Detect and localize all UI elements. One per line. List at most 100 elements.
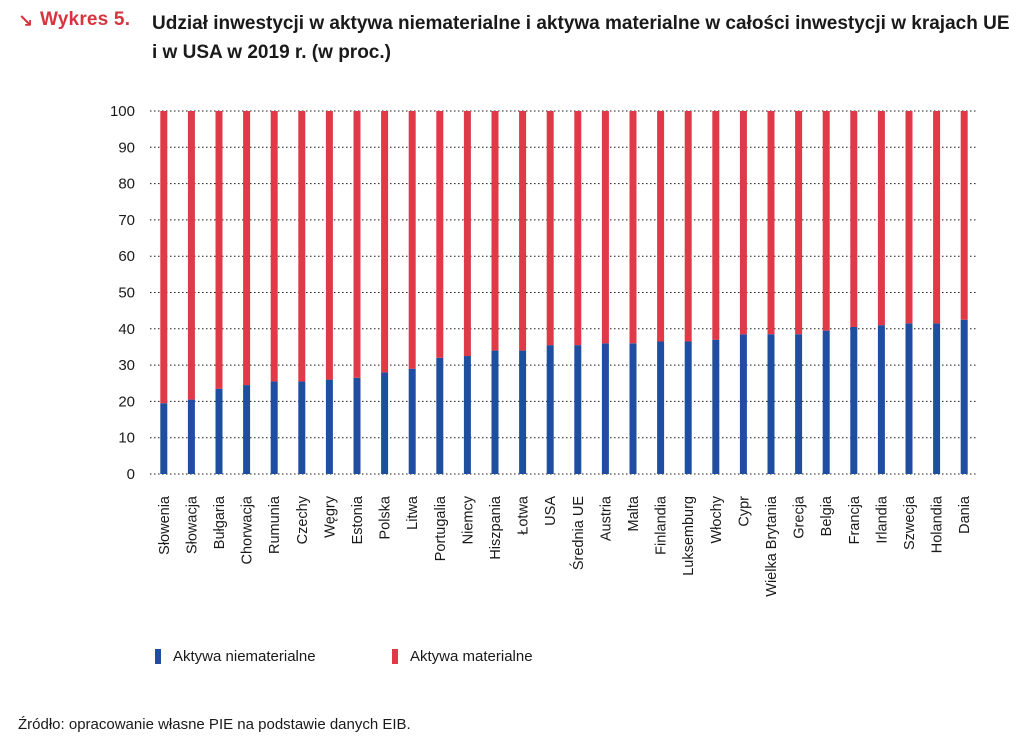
bar-intangible [270, 381, 278, 474]
y-tick-label: 70 [118, 212, 135, 229]
bar-intangible [187, 399, 195, 474]
y-tick-label: 40 [118, 321, 135, 338]
bar-intangible [381, 372, 389, 474]
x-tick-label: Włochy [709, 495, 725, 543]
bar-intangible [933, 323, 941, 474]
bar-intangible [850, 326, 858, 474]
legend-label-intangible: Aktywa niematerialne [173, 648, 316, 665]
bar-tangible [325, 111, 333, 380]
bar-tangible [739, 111, 747, 335]
bar-tangible [933, 111, 941, 324]
legend-item-intangible: Aktywa niematerialne [155, 648, 316, 665]
bar-tangible [960, 111, 968, 320]
bar-tangible [160, 111, 168, 404]
y-axis-ticks: 0 10 20 30 40 50 60 70 80 90 100 [110, 103, 135, 483]
bar-tangible [712, 111, 720, 340]
bar-intangible [160, 403, 168, 474]
x-tick-label: Cypr [736, 496, 752, 527]
bar-intangible [712, 339, 720, 474]
bar-tangible [270, 111, 278, 382]
bar-tangible [905, 111, 913, 324]
bar-intangible [243, 385, 251, 474]
x-tick-label: Irlandia [874, 495, 890, 543]
x-tick-label: Holandia [930, 495, 946, 553]
bar-intangible [905, 323, 913, 474]
legend-swatch-tangible [392, 649, 398, 664]
bar-intangible [960, 319, 968, 474]
bar-intangible [601, 343, 609, 474]
legend-item-tangible: Aktywa materialne [392, 648, 533, 665]
x-tick-label: Rumunia [267, 495, 283, 554]
stacked-bar-chart: 0 10 20 30 40 50 60 70 80 90 100 Słowenia Słowacja B… [110, 103, 978, 597]
bar-intangible [408, 368, 416, 474]
y-tick-label: 100 [110, 103, 135, 120]
legend-swatch-intangible [155, 649, 161, 664]
x-tick-label: Polska [378, 495, 394, 539]
bar-intangible [657, 341, 665, 474]
x-tick-label: Estonia [350, 495, 366, 544]
bar-intangible [491, 350, 499, 474]
source-note: Źródło: opracowanie własne PIE na podsta… [18, 716, 411, 733]
x-tick-label: USA [543, 496, 559, 526]
y-tick-label: 30 [118, 357, 135, 374]
bar-tangible [767, 111, 775, 335]
bar-intangible [353, 377, 361, 474]
bar-tangible [298, 111, 306, 382]
bar-intangible [739, 334, 747, 474]
x-tick-label: Francja [847, 495, 863, 544]
bar-intangible [877, 325, 885, 474]
bar-intangible [325, 379, 333, 474]
bar-tangible [822, 111, 830, 331]
x-tick-label: Finlandia [654, 495, 670, 555]
bar-intangible [684, 341, 692, 474]
x-tick-label: Malta [626, 495, 642, 531]
x-tick-label: Łotwa [516, 495, 532, 535]
x-tick-label: Słowacja [184, 495, 200, 554]
bar-intangible [795, 334, 803, 474]
bar-intangible [822, 330, 830, 474]
chart-title: Udział inwestycji w aktywa niematerialne… [152, 13, 1010, 63]
bar-tangible [795, 111, 803, 335]
bar-tangible [436, 111, 444, 358]
bar-intangible [767, 334, 775, 474]
x-tick-label: Średnia UE [569, 496, 587, 570]
bar-tangible [657, 111, 665, 342]
bar-tangible [684, 111, 692, 342]
legend-label-tangible: Aktywa materialne [410, 648, 533, 665]
bar-intangible [215, 388, 223, 474]
x-tick-label: Węgry [322, 495, 338, 538]
x-tick-label: Wielka Brytania [764, 495, 780, 597]
figure-label: Wykres 5. [40, 9, 131, 30]
x-tick-label: Litwa [405, 495, 421, 530]
x-tick-label: Bułgaria [212, 495, 228, 549]
bar-intangible [463, 356, 471, 474]
bar-tangible [408, 111, 416, 369]
x-tick-label: Dania [957, 495, 973, 534]
x-tick-label: Chorwacja [240, 495, 256, 564]
bar-tangible [215, 111, 223, 389]
y-tick-label: 0 [127, 466, 135, 483]
bar-tangible [243, 111, 251, 386]
x-tick-label: Hiszpania [488, 495, 504, 560]
bars [160, 111, 968, 474]
bar-intangible [574, 345, 582, 474]
bar-tangible [574, 111, 582, 346]
x-tick-label: Grecja [792, 495, 808, 539]
x-tick-label: Słowenia [157, 495, 173, 555]
bar-tangible [601, 111, 609, 344]
y-tick-label: 60 [118, 248, 135, 265]
y-tick-label: 80 [118, 176, 135, 193]
y-tick-label: 20 [118, 393, 135, 410]
bar-tangible [463, 111, 471, 357]
x-tick-label: Czechy [295, 495, 311, 544]
bar-tangible [491, 111, 499, 351]
bar-tangible [187, 111, 195, 400]
bar-intangible [546, 345, 554, 474]
x-tick-label: Austria [598, 495, 614, 541]
x-tick-label: Niemcy [460, 495, 476, 544]
bar-tangible [850, 111, 858, 327]
x-tick-label: Portugalia [433, 495, 449, 561]
x-tick-label: Luksemburg [681, 496, 697, 576]
x-tick-label: Belgia [819, 495, 835, 536]
bar-intangible [629, 343, 637, 474]
